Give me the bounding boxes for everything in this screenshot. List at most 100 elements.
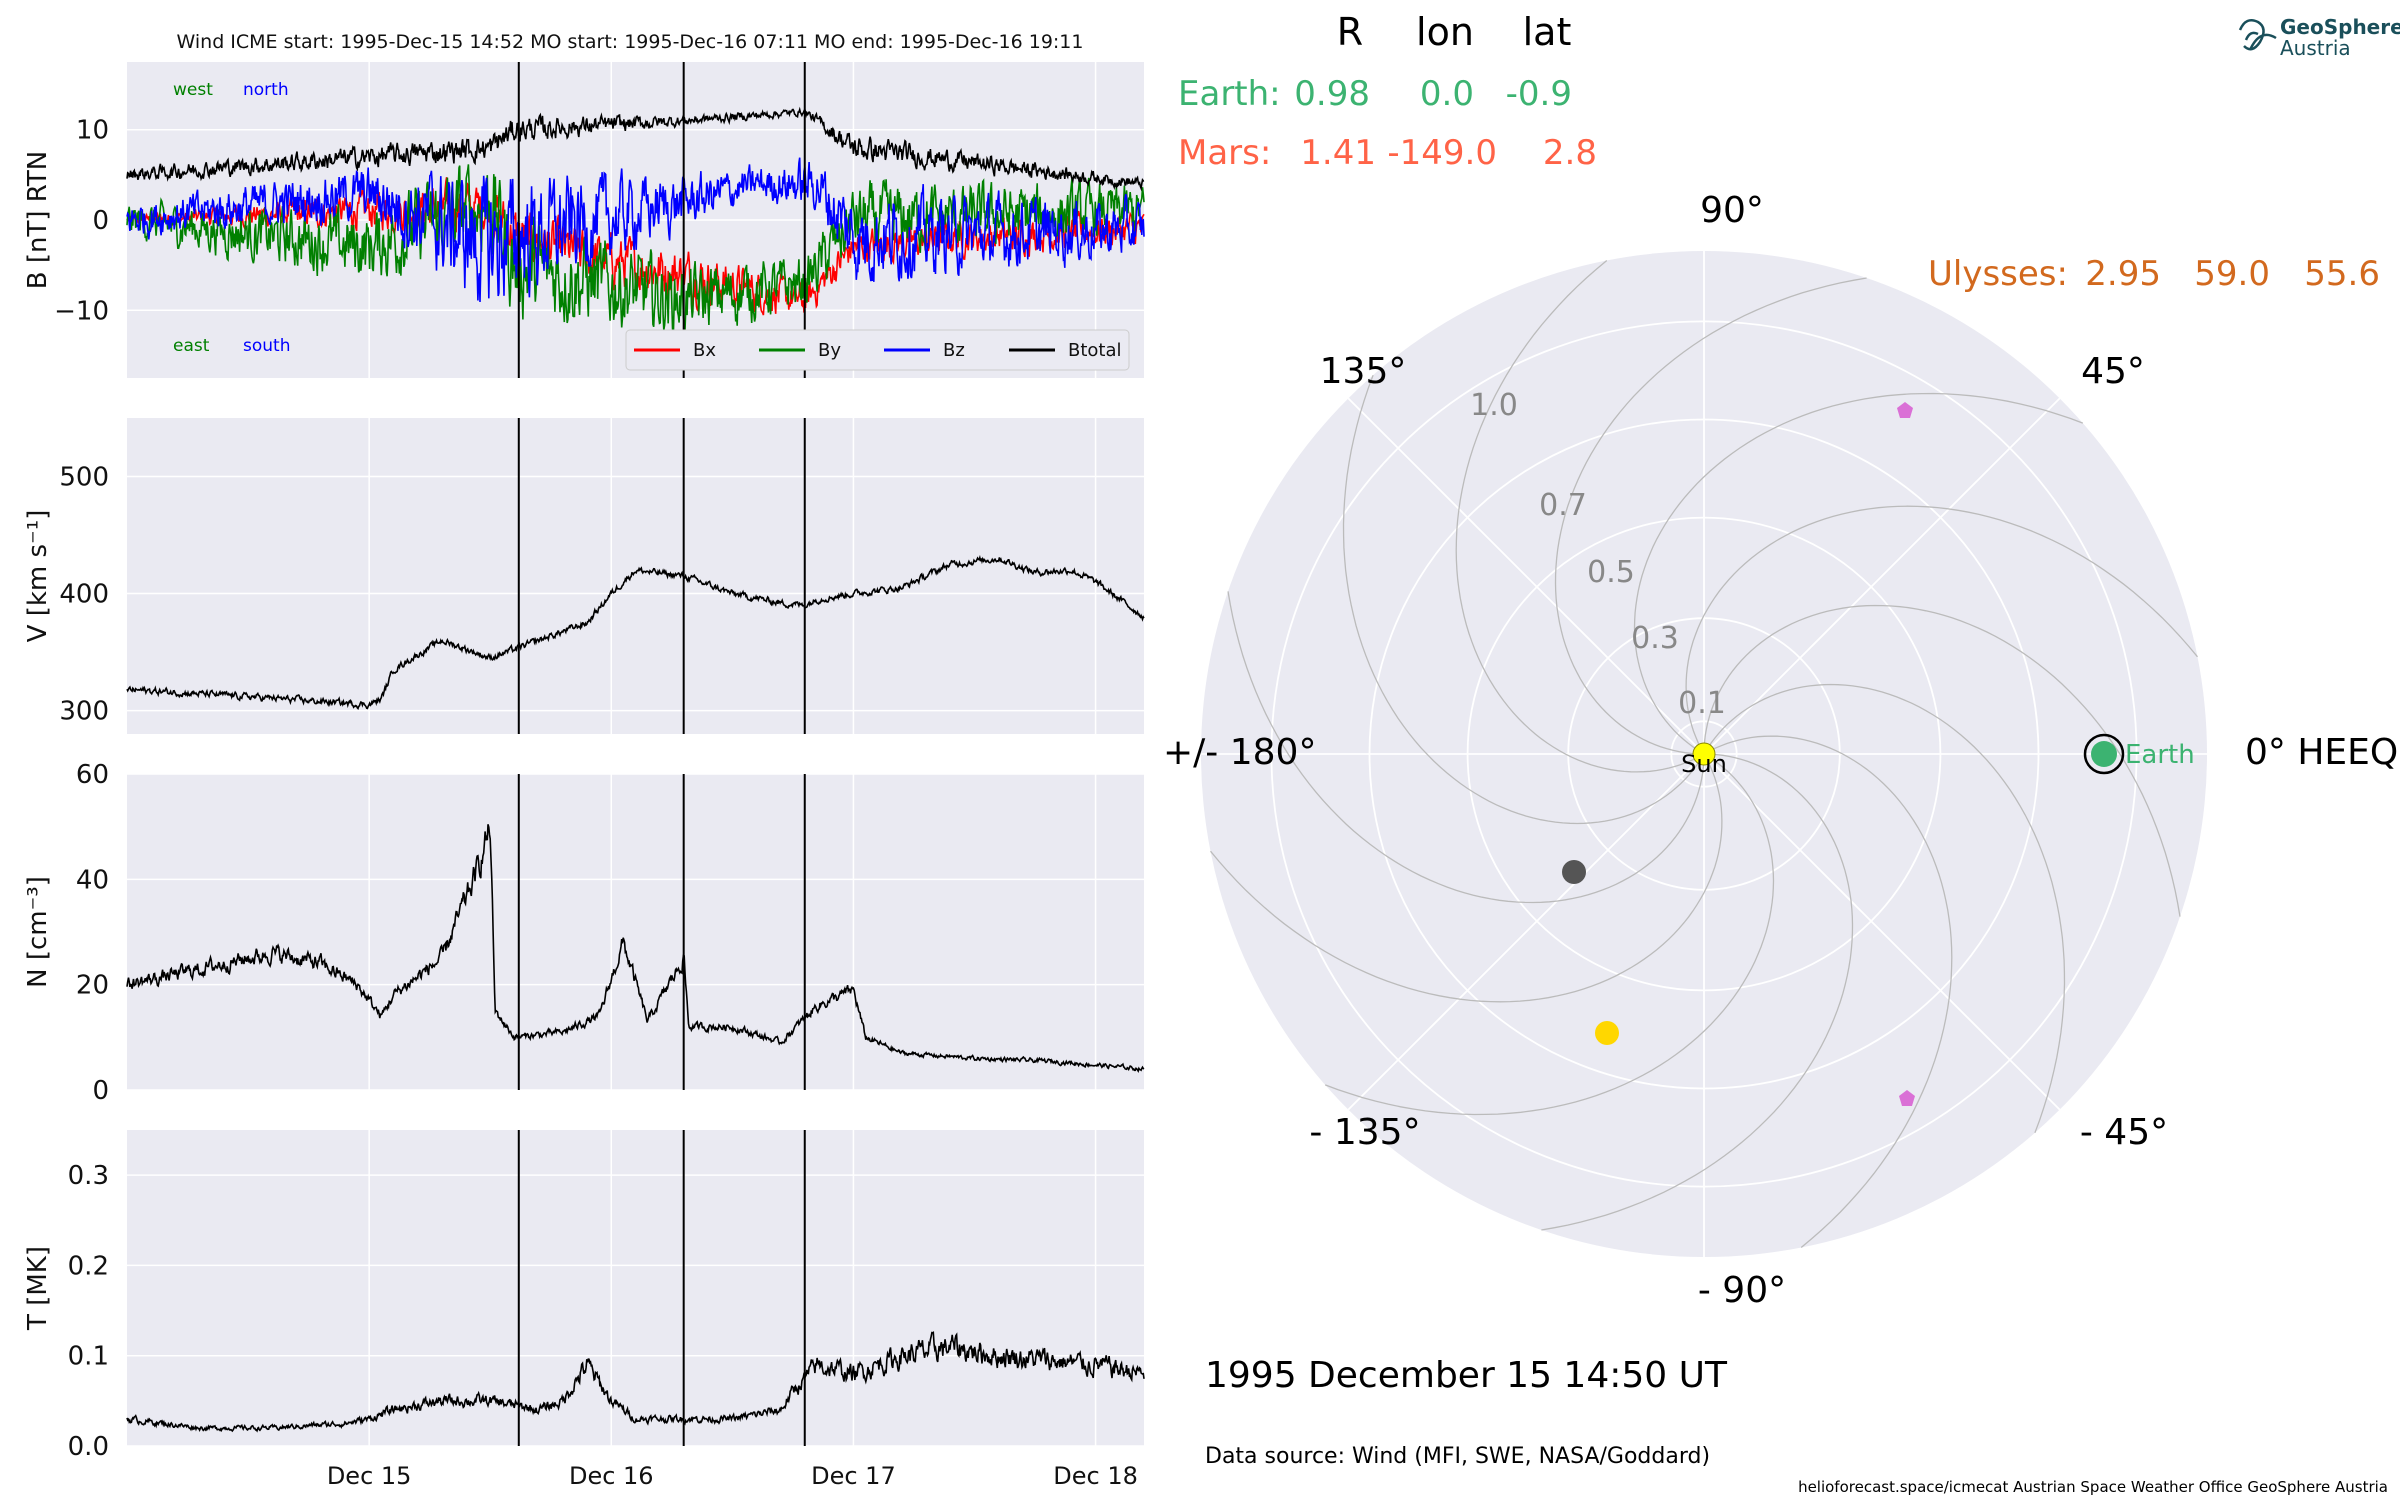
y-tick-label: 40 bbox=[76, 865, 109, 895]
angular-grid-line bbox=[1347, 753, 1705, 1111]
legend: Bx By Bz Btotal bbox=[625, 329, 1130, 371]
mars-row-lat: 2.8 bbox=[1543, 133, 1597, 173]
parker-spiral-line bbox=[1633, 392, 2084, 755]
parker-spiral-line bbox=[1541, 753, 1854, 1231]
legend-label-bz: Bz bbox=[943, 340, 965, 361]
data-source: Data source: Wind (MFI, SWE, NASA/Goddar… bbox=[1205, 1444, 1710, 1469]
panel-n-background bbox=[127, 774, 1144, 1090]
parker-spiral-line bbox=[1227, 591, 1705, 904]
positions-table: R lon lat Earth: 0.98 0.0 -0.9 Mars: 1.4… bbox=[1178, 10, 2380, 294]
logo-swirl-icon bbox=[2238, 19, 2277, 51]
radial-label-0-7: 0.7 bbox=[1539, 488, 1587, 523]
radial-label-0-5: 0.5 bbox=[1587, 555, 1635, 590]
parker-spiral-line bbox=[1455, 260, 1705, 773]
ulysses-row-label: Ulysses: bbox=[1928, 254, 2068, 294]
axis-labels: 10 0 −10B [nT] RTN 500 400 300 V [km s⁻¹] 60 40 2… bbox=[23, 116, 1138, 1490]
radial-label-1-0: 1.0 bbox=[1470, 388, 1518, 423]
ulysses-row-lon: 59.0 bbox=[2194, 254, 2270, 294]
yellow-body-marker bbox=[1595, 1021, 1619, 1045]
pentagon-marker-upper bbox=[1897, 402, 1913, 418]
series-line bbox=[126, 1331, 1145, 1433]
sun-marker bbox=[1692, 742, 1716, 766]
series-line-btotal bbox=[126, 106, 1145, 192]
y-axis-label: B [nT] RTN bbox=[23, 151, 53, 290]
earth-marker-label: Earth bbox=[2125, 740, 2195, 770]
geosphere-logo: GeoSphere Austria bbox=[2238, 15, 2400, 60]
pentagon-marker-lower bbox=[1899, 1090, 1915, 1106]
earth-row-lat: -0.9 bbox=[1506, 74, 1572, 114]
parker-spiral-line bbox=[1703, 735, 1953, 1248]
parker-spiral-line bbox=[1703, 683, 2066, 1134]
angular-grid-line bbox=[1347, 397, 1705, 755]
y-tick-label: −10 bbox=[54, 296, 109, 326]
parker-spiral-line bbox=[1210, 753, 1723, 1003]
legend-label-btotal: Btotal bbox=[1068, 340, 1122, 361]
angle-label-minus135: - 135° bbox=[1309, 1112, 1420, 1153]
ulysses-row-lat: 55.6 bbox=[2304, 254, 2380, 294]
ulysses-row-r: 2.95 bbox=[2085, 254, 2161, 294]
sun-marker-label: Sun bbox=[1681, 750, 1727, 778]
mars-row-r: 1.41 bbox=[1300, 133, 1376, 173]
earth-row-r: 0.98 bbox=[1294, 74, 1370, 114]
y-tick-label: 0.2 bbox=[68, 1251, 109, 1281]
earth-row-lon: 0.0 bbox=[1420, 74, 1474, 114]
radial-label-0-1: 0.1 bbox=[1678, 686, 1726, 721]
logo-line1: GeoSphere bbox=[2280, 15, 2400, 39]
y-tick-label: 500 bbox=[59, 463, 109, 493]
angular-grid-line bbox=[1703, 753, 2061, 1111]
y-tick-label: 0.0 bbox=[68, 1432, 109, 1462]
mars-row-lon: -149.0 bbox=[1387, 133, 1497, 173]
legend-box bbox=[625, 329, 1130, 371]
angle-label-minus45: - 45° bbox=[2080, 1112, 2168, 1153]
y-tick-label: 0.1 bbox=[68, 1342, 109, 1372]
col-header-lon: lon bbox=[1416, 10, 1474, 54]
y-tick-label: 10 bbox=[76, 116, 109, 146]
y-tick-label: 0 bbox=[92, 1076, 109, 1106]
panel-series bbox=[126, 106, 1145, 1433]
y-axis-label: N [cm⁻³] bbox=[23, 876, 53, 988]
x-tick-label: Dec 15 bbox=[327, 1462, 412, 1490]
earth-row-label: Earth: bbox=[1178, 74, 1281, 114]
event-markers bbox=[517, 62, 806, 1446]
earth-marker-ring bbox=[2083, 733, 2125, 775]
mars-row-label: Mars: bbox=[1178, 133, 1271, 173]
angle-label-180: +/- 180° bbox=[1163, 732, 1316, 773]
angle-label-90: 90° bbox=[1700, 190, 1764, 231]
col-header-r: R bbox=[1337, 10, 1363, 54]
y-tick-label: 400 bbox=[59, 580, 109, 610]
angle-label-minus90: - 90° bbox=[1698, 1270, 1786, 1311]
series-line-by bbox=[126, 164, 1145, 339]
radial-label-0-3: 0.3 bbox=[1631, 621, 1679, 656]
angle-label-135: 135° bbox=[1320, 351, 1407, 392]
series-line bbox=[126, 824, 1145, 1073]
legend-label-bx: Bx bbox=[693, 340, 716, 361]
annotation-west: west bbox=[173, 80, 213, 100]
angle-label-45: 45° bbox=[2081, 351, 2145, 392]
x-tick-label: Dec 18 bbox=[1053, 1462, 1138, 1490]
parker-spiral-line bbox=[1324, 753, 1775, 1116]
annotation-north: north bbox=[243, 80, 289, 100]
panel-v-background bbox=[127, 418, 1144, 734]
logo-line2: Austria bbox=[2280, 36, 2351, 60]
series-line-bz bbox=[126, 157, 1145, 303]
annotation-east: east bbox=[173, 336, 210, 356]
parker-spirals bbox=[1210, 260, 2198, 1248]
footer-credits: helioforecast.space/icmecat Austrian Spa… bbox=[1798, 1478, 2388, 1496]
parker-spiral-line bbox=[1342, 374, 1705, 825]
y-tick-label: 60 bbox=[76, 760, 109, 790]
y-axis-label: V [km s⁻¹] bbox=[23, 510, 53, 643]
panel-grids bbox=[127, 62, 1144, 1447]
y-tick-label: 20 bbox=[76, 971, 109, 1001]
angular-grid-line bbox=[1703, 397, 2061, 755]
date-label: 1995 December 15 14:50 UT bbox=[1205, 1355, 1728, 1396]
gray-body-marker bbox=[1562, 860, 1586, 884]
series-line bbox=[126, 554, 1145, 710]
parker-spiral-line bbox=[1554, 277, 1867, 755]
x-tick-label: Dec 16 bbox=[569, 1462, 654, 1490]
y-axis-label: T [MK] bbox=[23, 1246, 53, 1331]
panel-t-background bbox=[127, 1130, 1144, 1446]
y-tick-label: 0.3 bbox=[68, 1161, 109, 1191]
earth-marker bbox=[2091, 741, 2117, 767]
y-tick-label: 0 bbox=[92, 206, 109, 236]
